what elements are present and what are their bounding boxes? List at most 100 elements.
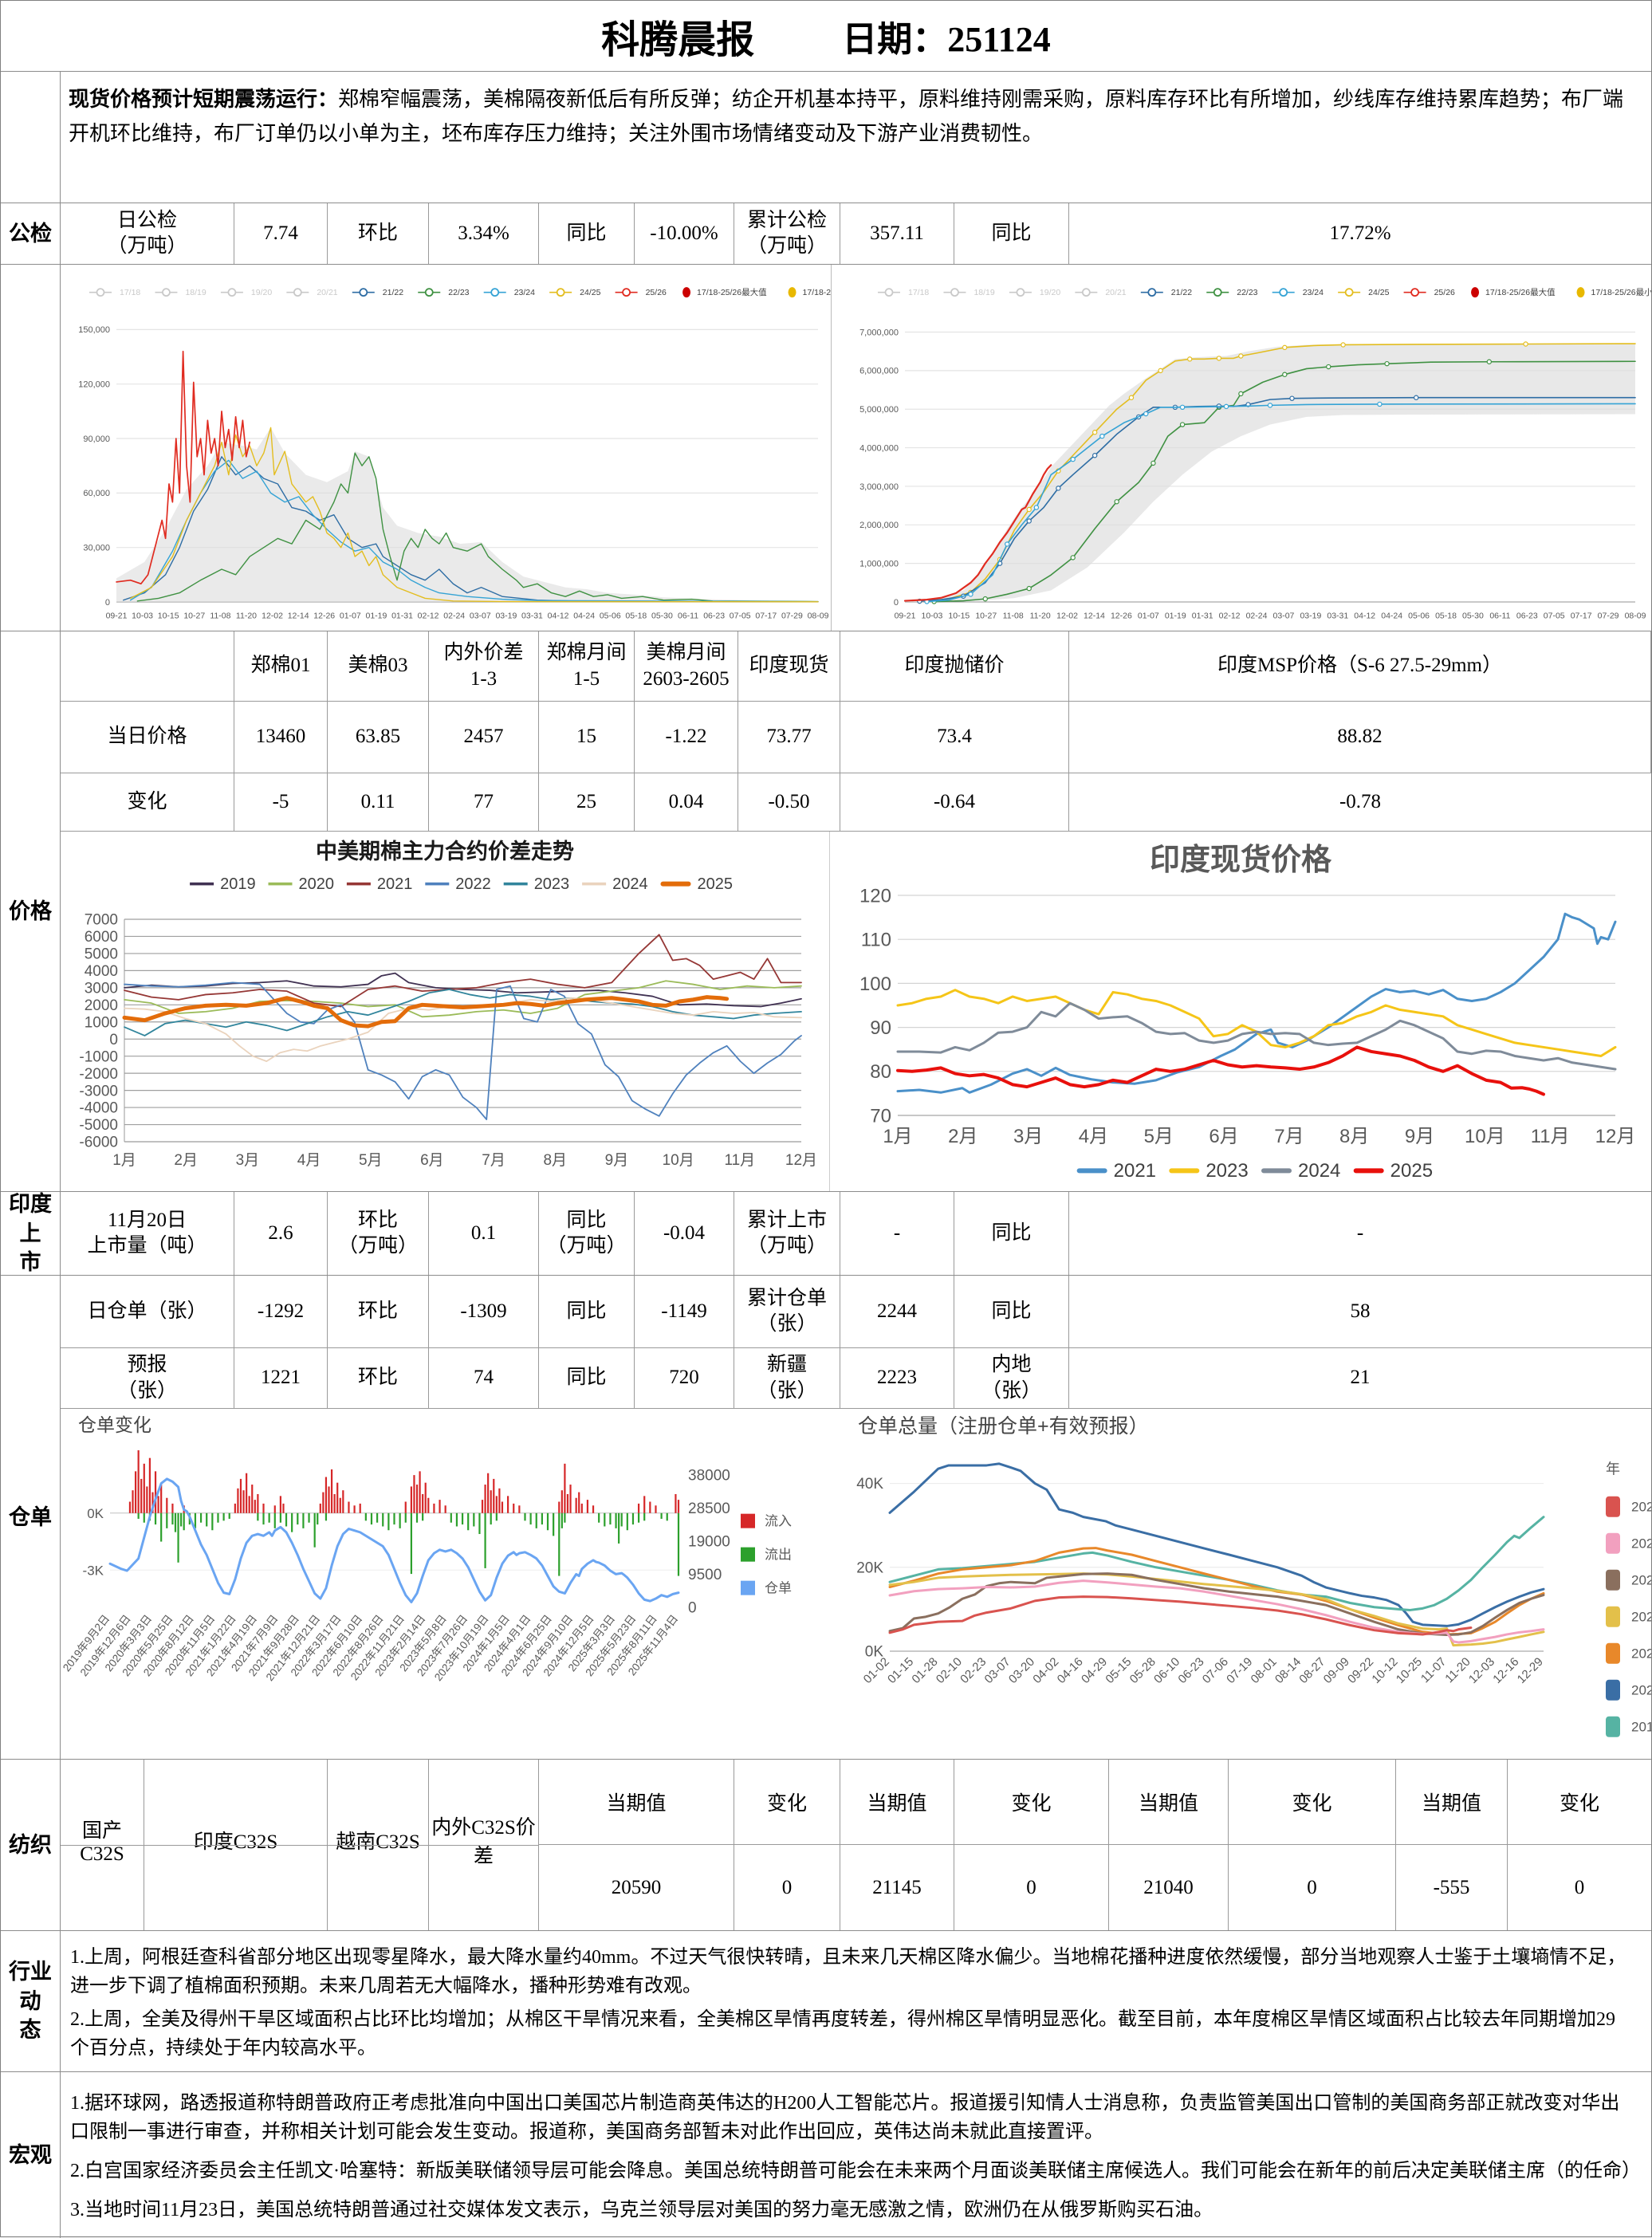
summary-lead: 现货价格预计短期震荡运行： [69,88,339,111]
svg-text:9月: 9月 [605,1152,629,1169]
svg-text:2020: 2020 [299,875,335,893]
textile-header-cur: 当期值 [1396,1760,1508,1845]
cell: -1309 [429,1276,539,1347]
svg-text:2025: 2025 [1631,1500,1651,1515]
svg-text:-6000: -6000 [79,1135,118,1151]
svg-text:7,000,000: 7,000,000 [859,328,899,337]
col-header: 印度MSP价格（S-6 27.5-29mm） [1069,631,1651,702]
svg-text:12-16: 12-16 [1490,1655,1521,1686]
summary-body: 郑棉窄幅震荡，美棉隔夜新低后有所反弹；纺企开机基本持平，原料维持刚需采购，原料库… [69,88,1624,145]
receipt-total-chart: 0K 20K 40K 01-02 01-15 01-28 02-10 02-23 03-07 03… [834,1409,1652,1759]
svg-text:10-25: 10-25 [1394,1655,1425,1686]
svg-text:80: 80 [870,1061,891,1083]
svg-text:10-12: 10-12 [1369,1655,1400,1686]
textile-value: 21040 [1109,1845,1229,1930]
svg-text:2021: 2021 [1114,1160,1156,1182]
svg-text:08-01: 08-01 [1249,1655,1280,1686]
cell: 累计仓单 （张） [734,1276,840,1347]
svg-text:2024: 2024 [1631,1536,1651,1552]
india-spot-chart: 70 80 90 100 110 120 1月 2月 3月 4月 5月 6月 7月 8月 9月 10月 11月 1… [830,832,1651,1191]
svg-text:6000: 6000 [85,929,118,946]
svg-text:05-06: 05-06 [600,612,621,621]
svg-text:0: 0 [688,1600,697,1617]
cell: 同比 [539,1276,635,1347]
section-label-textile: 纺织 [1,1760,61,1930]
svg-text:06-10: 06-10 [1151,1655,1182,1686]
svg-text:10月: 10月 [663,1152,694,1169]
macro-paragraph: 1.据环球网，路透报道称特朗普政府正考虑批准向中国出口美国芯片制造商英伟达的H2… [70,2093,1620,2142]
svg-text:04-16: 04-16 [1055,1655,1086,1686]
cumulative-inspection-chart: 0 1,000,000 2,000,000 3,000,000 4,000,000 5,0… [832,265,1652,631]
svg-text:21/22: 21/22 [1171,288,1192,297]
svg-text:12月: 12月 [1595,1126,1636,1147]
summary-band: 现货价格预计短期震荡运行：郑棉窄幅震荡，美棉隔夜新低后有所反弹；纺企开机基本持平… [1,71,1651,203]
cell: 58 [1350,1300,1371,1322]
svg-text:08-14: 08-14 [1272,1655,1304,1686]
svg-text:03-07: 03-07 [470,612,491,621]
svg-text:12-29: 12-29 [1515,1655,1546,1686]
chart-svg: 70 80 90 100 110 120 1月 2月 3月 4月 5月 6月 7月 8月 9月 10月 11月 1… [859,844,1636,1182]
svg-text:12-26: 12-26 [1111,612,1132,621]
svg-text:90: 90 [870,1017,891,1039]
cell: 2.6 [234,1192,328,1275]
svg-text:10-03: 10-03 [132,612,153,621]
svg-text:-3000: -3000 [79,1083,118,1099]
svg-text:01-28: 01-28 [909,1655,940,1686]
cell: 环比 （万吨） [328,1192,429,1275]
svg-text:2月: 2月 [948,1126,977,1147]
svg-text:120,000: 120,000 [78,380,110,390]
svg-text:10-27: 10-27 [975,612,997,621]
textile-value: 21145 [840,1845,954,1930]
cell: 环比 [328,1276,429,1347]
svg-text:仓单变化: 仓单变化 [78,1414,151,1435]
row-label: 当日价格 [61,702,234,773]
svg-text:04-24: 04-24 [573,612,595,621]
textile-header-cur: 当期值 [539,1760,734,1845]
svg-text:6月: 6月 [420,1152,444,1169]
col-header: 美棉03 [328,631,429,702]
row-label: 变化 [61,773,234,831]
cell: 环比 [328,1348,429,1408]
svg-text:05-28: 05-28 [1127,1655,1158,1686]
svg-text:2024: 2024 [612,875,648,893]
summary-sidebar [1,72,61,203]
cell: 13460 [234,702,328,773]
svg-text:03-19: 03-19 [1300,612,1321,621]
svg-text:08-27: 08-27 [1296,1655,1328,1686]
svg-text:09-22: 09-22 [1345,1655,1376,1686]
svg-text:2019: 2019 [220,875,256,893]
macro-paragraph: 3.当地时间11月23日，美国总统特朗普通过社交媒体发文表示，乌克兰领导层对美国… [70,2200,1213,2220]
textile-header-chg: 变化 [1508,1760,1651,1845]
cell: 同比 [954,1276,1069,1347]
textile-change: 0 [1574,1876,1585,1898]
macro-paragraph: 2.白宫国家经济委员会主任凯文·哈塞特：新版美联储领导层可能会降息。美国总统特朗… [70,2161,1641,2181]
section-label-inspection: 公检 [1,203,61,264]
svg-text:-1000: -1000 [79,1048,118,1065]
svg-text:06-23: 06-23 [1175,1655,1206,1686]
svg-text:10-03: 10-03 [921,612,942,621]
svg-text:04-12: 04-12 [548,612,569,621]
svg-text:17/18-25/26最大值: 17/18-25/26最大值 [1485,287,1556,297]
svg-text:2023: 2023 [1206,1160,1248,1182]
svg-text:07-17: 07-17 [1571,612,1592,621]
svg-text:22/23: 22/23 [1237,288,1257,297]
textile-value: 20590 [539,1845,734,1930]
cell: 同比 [539,203,635,264]
svg-text:08-09: 08-09 [808,612,829,621]
cell: 同比 [539,1348,635,1408]
chart-svg: 0K20K40K01-0201-1501-2802-1002-2303-0703… [856,1415,1652,1737]
warehouse-row-1: 日仓单（张） -1292 环比 -1309 同比 -1149 累计仓单 （张） … [61,1276,1651,1348]
svg-text:17/18-25/26最小值: 17/18-25/26最小值 [1591,287,1651,297]
svg-text:4月: 4月 [1079,1126,1108,1147]
textile-grid: 国产C32S 当期值 变化 印度C32S 当期值 变化 越南C32S 当期值 变… [61,1760,1651,1930]
svg-text:12-02: 12-02 [1056,612,1078,621]
svg-text:12-14: 12-14 [288,612,309,621]
textile-header-chg: 变化 [954,1760,1109,1845]
svg-text:11-08: 11-08 [1003,612,1024,621]
svg-text:7月: 7月 [482,1152,505,1169]
cell: 同比 [954,1192,1069,1275]
col-header: 内外价差 1-3 [429,631,539,702]
svg-text:8月: 8月 [1339,1126,1369,1147]
textile-header-cur: 当期值 [840,1760,954,1845]
